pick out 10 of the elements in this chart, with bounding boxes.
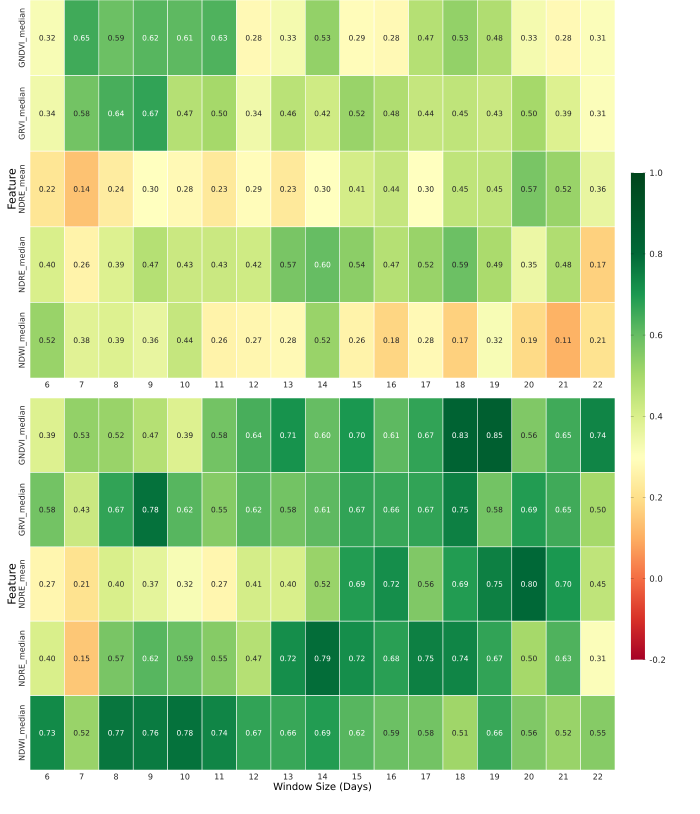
y-axis-title: Feature	[8, 564, 16, 604]
x-axis-title: Window Size (Days)	[273, 782, 372, 792]
color-bar-label: 0.2	[650, 494, 662, 501]
color-bar-label: 0.4	[650, 413, 662, 420]
color-bar-label: 0.0	[650, 575, 662, 582]
color-bar-label: 0.6	[650, 332, 662, 338]
y-axis-title: Feature	[8, 168, 16, 209]
color-bar-label: -0.2	[650, 656, 665, 663]
color-bar-label: 1.0	[650, 170, 662, 176]
color-bar-label: 0.8	[650, 250, 662, 258]
